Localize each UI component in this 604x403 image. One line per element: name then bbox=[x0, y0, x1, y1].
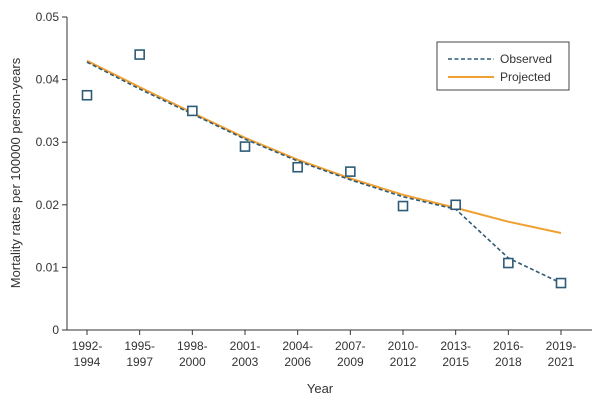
x-tick-label: 2006 bbox=[284, 355, 311, 369]
x-axis-title: Year bbox=[307, 381, 334, 396]
axes bbox=[66, 17, 592, 331]
legend-projected-label: Projected bbox=[500, 70, 551, 84]
legend-box bbox=[436, 41, 570, 91]
x-tick-label: 1995- bbox=[124, 339, 155, 353]
observed-point bbox=[187, 105, 198, 117]
x-tick-label: 2003 bbox=[232, 355, 259, 369]
x-tick-label: 1992- bbox=[72, 339, 103, 353]
observed-point bbox=[81, 89, 93, 101]
x-tick-label: 2000 bbox=[179, 355, 206, 369]
observed-point bbox=[397, 200, 409, 212]
y-tick-label: 0.02 bbox=[36, 198, 60, 212]
x-tick-label: 2001- bbox=[230, 339, 261, 353]
observed-point bbox=[345, 166, 356, 177]
observed-point bbox=[134, 49, 145, 60]
observed-point bbox=[450, 199, 461, 211]
x-tick-label: 2021 bbox=[548, 355, 575, 369]
y-tick-label: 0 bbox=[52, 323, 59, 337]
series-lines bbox=[86, 59, 562, 284]
axis-ticks: 0 0.01 0.02 0.03 0.04 0.05 1992- 1994 1995- 1997 1… bbox=[36, 10, 577, 369]
x-tick-label: 2010- bbox=[388, 339, 419, 353]
y-tick-label: 0.01 bbox=[36, 260, 60, 274]
legend-observed-label: Observed bbox=[500, 52, 552, 66]
y-tick-label: 0.05 bbox=[36, 10, 60, 24]
observed-point bbox=[239, 141, 251, 152]
x-tick-label: 2015 bbox=[442, 355, 469, 369]
x-tick-label: 2016- bbox=[493, 339, 524, 353]
observed-point bbox=[555, 277, 567, 289]
x-tick-label: 2009 bbox=[337, 355, 364, 369]
x-tick-label: 2019- bbox=[546, 339, 577, 353]
y-tick-label: 0.03 bbox=[36, 135, 60, 149]
x-tick-label: 2013- bbox=[440, 339, 471, 353]
y-axis-title: Mortality rates per 100000 person-years bbox=[8, 57, 23, 288]
x-tick-label: 2012 bbox=[390, 355, 417, 369]
x-tick-label: 1998- bbox=[177, 339, 208, 353]
x-tick-label: 1997 bbox=[126, 355, 153, 369]
observed-markers bbox=[81, 49, 567, 289]
x-tick-label: 2007- bbox=[335, 339, 366, 353]
observed-point bbox=[503, 257, 514, 269]
y-tick-label: 0.04 bbox=[36, 73, 60, 87]
observed-point bbox=[292, 161, 303, 173]
series-line-projected bbox=[86, 59, 562, 234]
x-tick-label: 2004- bbox=[282, 339, 313, 353]
x-tick-label: 2018 bbox=[495, 355, 522, 369]
legend: Observed Projected bbox=[436, 41, 570, 91]
x-tick-label: 1994 bbox=[74, 355, 101, 369]
series-line-observed bbox=[86, 61, 562, 284]
